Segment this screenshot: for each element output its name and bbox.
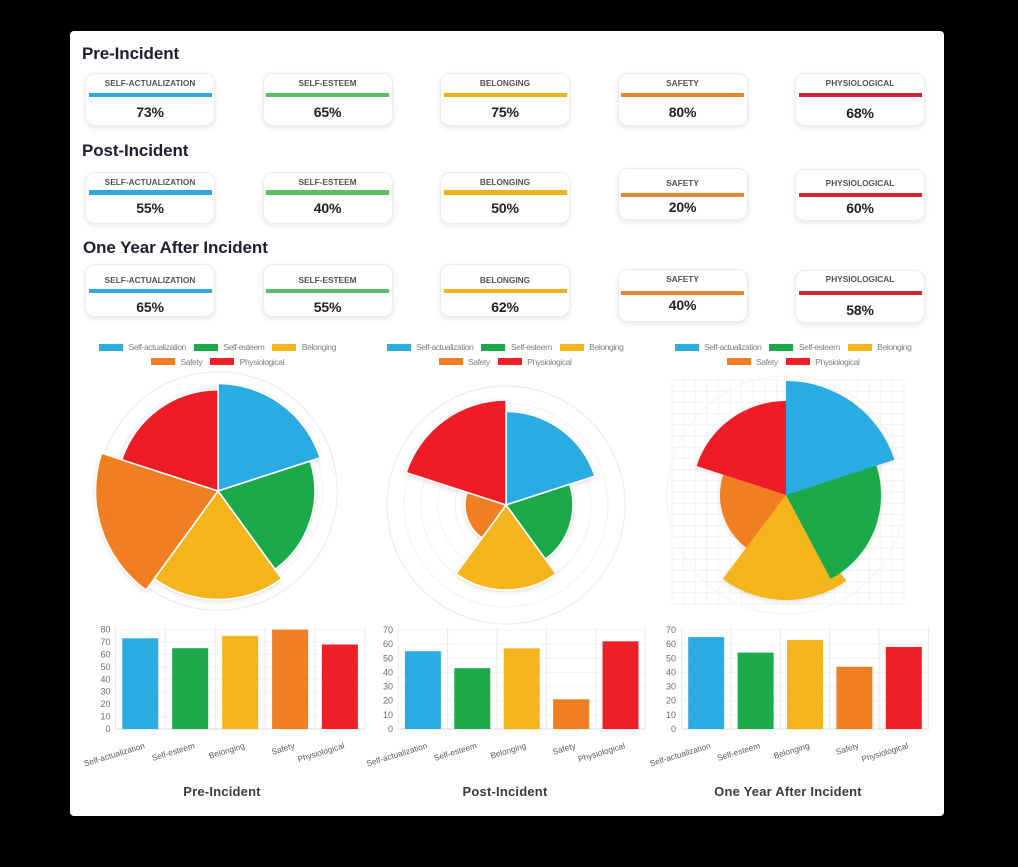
- svg-text:50: 50: [383, 653, 393, 663]
- svg-text:Self-actualization: Self-actualization: [648, 740, 712, 768]
- svg-text:Self-esteem: Self-esteem: [716, 740, 761, 763]
- svg-text:80: 80: [100, 625, 110, 635]
- svg-text:20: 20: [666, 696, 676, 706]
- svg-text:0: 0: [671, 724, 676, 734]
- svg-text:0: 0: [388, 724, 393, 734]
- svg-text:Safety: Safety: [270, 740, 296, 757]
- svg-text:Post-Incident: Post-Incident: [463, 784, 548, 799]
- svg-text:Belonging: Belonging: [489, 740, 528, 760]
- svg-text:70: 70: [100, 637, 110, 647]
- svg-text:70: 70: [666, 625, 676, 635]
- svg-text:40: 40: [383, 667, 393, 677]
- svg-text:30: 30: [100, 687, 110, 697]
- svg-text:10: 10: [666, 710, 676, 720]
- svg-text:Safety: Safety: [835, 740, 861, 757]
- svg-text:Self-esteem: Self-esteem: [151, 740, 196, 763]
- svg-text:0: 0: [105, 724, 110, 734]
- svg-text:70: 70: [383, 625, 393, 635]
- svg-text:Belonging: Belonging: [208, 740, 247, 760]
- svg-text:Physiological: Physiological: [860, 740, 909, 764]
- svg-text:Belonging: Belonging: [772, 740, 811, 760]
- svg-text:Physiological: Physiological: [296, 740, 345, 764]
- svg-text:60: 60: [100, 650, 110, 660]
- svg-text:10: 10: [100, 712, 110, 722]
- svg-text:Self-actualization: Self-actualization: [365, 740, 429, 768]
- svg-text:30: 30: [666, 682, 676, 692]
- svg-text:Self-esteem: Self-esteem: [433, 740, 478, 763]
- svg-text:50: 50: [100, 662, 110, 672]
- svg-text:40: 40: [100, 674, 110, 684]
- svg-text:40: 40: [666, 667, 676, 677]
- svg-text:60: 60: [383, 639, 393, 649]
- svg-text:One Year After Incident: One Year After Incident: [714, 784, 862, 799]
- svg-text:Safety: Safety: [551, 740, 577, 757]
- svg-text:10: 10: [383, 710, 393, 720]
- svg-text:20: 20: [383, 696, 393, 706]
- svg-text:20: 20: [100, 699, 110, 709]
- svg-text:Pre-Incident: Pre-Incident: [183, 784, 261, 799]
- svg-text:60: 60: [666, 639, 676, 649]
- svg-text:Physiological: Physiological: [577, 740, 626, 764]
- svg-text:30: 30: [383, 682, 393, 692]
- svg-text:50: 50: [666, 653, 676, 663]
- svg-text:Self-actualization: Self-actualization: [83, 740, 147, 768]
